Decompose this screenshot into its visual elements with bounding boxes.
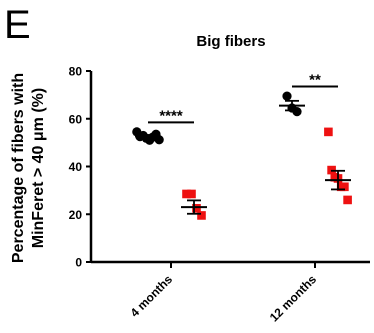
y-axis-label-line-1: Percentage of fibers with [10, 73, 27, 263]
y-tick-label: 80 [69, 65, 83, 79]
data-point [343, 195, 352, 205]
data-point [292, 106, 302, 117]
data-point [340, 182, 349, 192]
x-tick-label: 12 months [267, 272, 320, 325]
data-point [154, 135, 164, 145]
y-tick-label: 20 [69, 208, 83, 222]
data-point [192, 203, 201, 213]
y-tick-label: 40 [69, 160, 83, 174]
chart-title: Big fibers [196, 33, 265, 50]
data-point [187, 189, 196, 199]
data-point [182, 189, 191, 199]
data-point [282, 91, 292, 101]
significance-label: **** [159, 107, 183, 124]
data-point [324, 127, 333, 137]
data-point [197, 211, 206, 220]
x-tick-label: 4 months [128, 272, 176, 320]
y-axis-label-line-2: MinFeret > 40 μm (%) [30, 88, 47, 249]
y-axis-label: Percentage of fibers with MinFeret > 40 … [10, 73, 47, 263]
y-tick-label: 0 [75, 256, 82, 270]
panel-label: E [4, 3, 31, 47]
significance-label: ** [309, 72, 321, 89]
y-tick-label: 60 [69, 112, 83, 126]
